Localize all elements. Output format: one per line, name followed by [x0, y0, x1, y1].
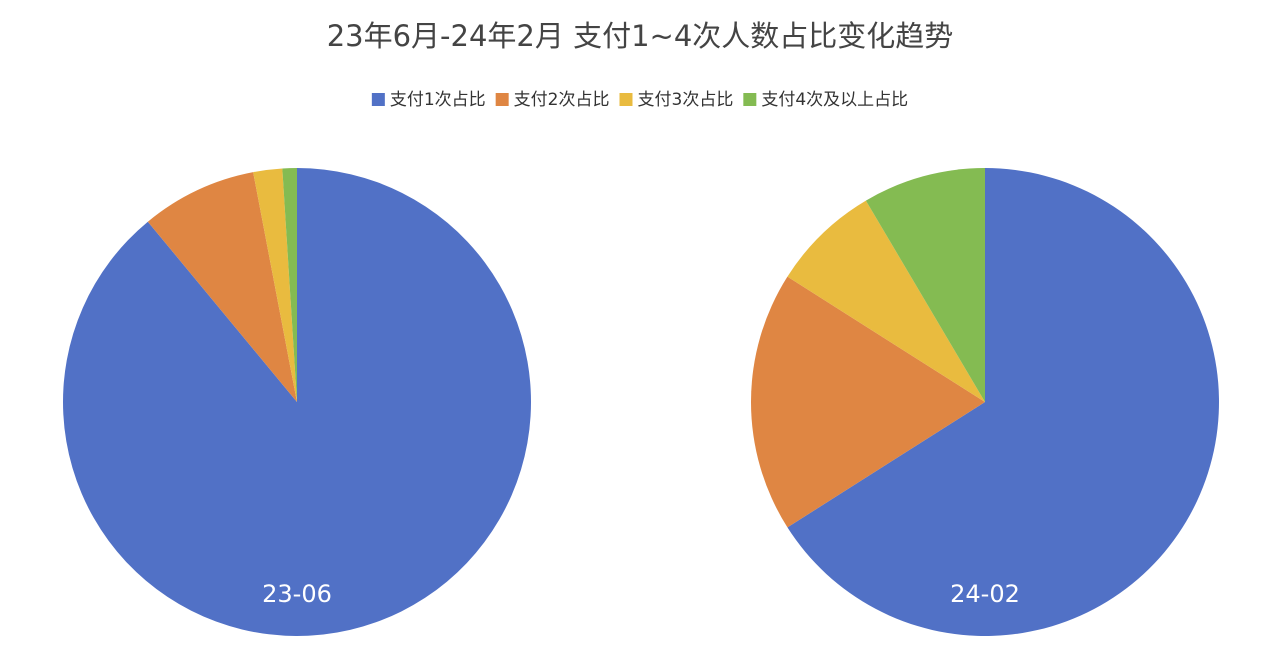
pie-slice — [865, 168, 985, 402]
legend-label: 支付3次占比 — [638, 90, 734, 110]
legend-swatch — [743, 93, 757, 106]
legend-swatch — [619, 93, 633, 106]
chart-title: 23年6月-24年2月 支付1~4次人数占比变化趋势 — [327, 19, 954, 53]
pie-slice — [787, 168, 1219, 637]
pie-label: 23-06 — [262, 580, 332, 608]
pie-label: 24-02 — [950, 580, 1020, 608]
legend-swatch — [371, 93, 385, 106]
pie-slice — [253, 168, 297, 402]
legend-label: 支付4次及以上占比 — [761, 90, 908, 110]
pie-slice — [787, 200, 985, 402]
legend-label: 支付2次占比 — [514, 90, 610, 110]
legend-swatch — [495, 93, 509, 106]
pie-slice — [282, 168, 297, 402]
pie-slice — [750, 276, 985, 528]
pie-slice — [147, 172, 297, 402]
legend-label: 支付1次占比 — [390, 90, 486, 110]
